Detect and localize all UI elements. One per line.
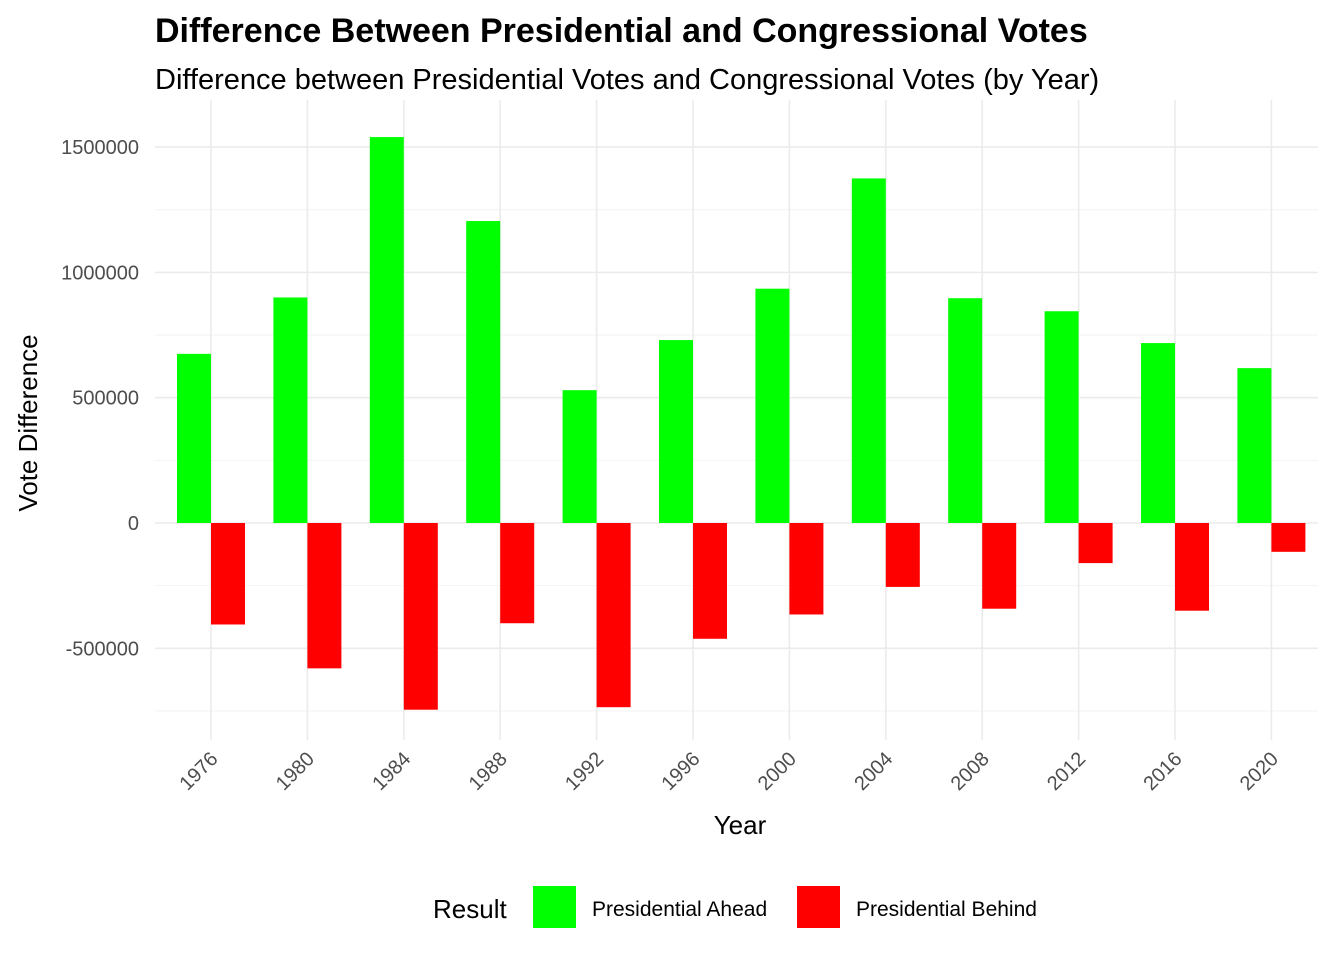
bars bbox=[177, 137, 1306, 710]
x-tick-label: 2016 bbox=[1140, 748, 1187, 795]
x-tick-label: 2020 bbox=[1236, 748, 1283, 795]
y-tick-label: 0 bbox=[128, 513, 139, 535]
bar-presidential-ahead-2020 bbox=[1237, 368, 1272, 523]
bar-presidential-behind-2020 bbox=[1271, 523, 1306, 552]
y-tick-label: 500000 bbox=[72, 388, 139, 410]
bar-presidential-behind-2016 bbox=[1175, 523, 1209, 611]
bar-presidential-ahead-2004 bbox=[851, 178, 886, 524]
bar-presidential-behind-1996 bbox=[693, 523, 727, 639]
bar-presidential-behind-2012 bbox=[1078, 523, 1113, 564]
y-tick-label: 1000000 bbox=[61, 262, 139, 284]
y-tick-label: 1500000 bbox=[61, 137, 139, 159]
bar-presidential-ahead-1984 bbox=[369, 137, 404, 524]
legend-label-presidential-ahead: Presidential Ahead bbox=[592, 898, 767, 921]
bar-presidential-ahead-1976 bbox=[177, 353, 211, 523]
bar-presidential-behind-2008 bbox=[982, 523, 1017, 609]
bar-presidential-behind-1976 bbox=[211, 523, 245, 625]
x-tick-label: 1976 bbox=[176, 748, 223, 795]
x-axis-ticks: 1976 1980 1984 1988 1992 1996 2000 2004 2008 2012… bbox=[176, 748, 1283, 795]
bar-presidential-ahead-2016 bbox=[1141, 343, 1175, 523]
chart-title: Difference Between Presidential and Cong… bbox=[155, 12, 1088, 50]
bar-presidential-ahead-1980 bbox=[273, 297, 308, 523]
x-tick-label: 1980 bbox=[272, 748, 319, 795]
bar-presidential-ahead-1996 bbox=[659, 340, 693, 523]
chart-subtitle: Difference between Presidential Votes an… bbox=[155, 64, 1099, 96]
x-axis-title: Year bbox=[714, 810, 767, 840]
legend-title: Result bbox=[433, 894, 507, 924]
x-tick-label: 2012 bbox=[1043, 748, 1090, 795]
legend-label-presidential-behind: Presidential Behind bbox=[856, 898, 1037, 921]
bar-presidential-ahead-2012 bbox=[1044, 311, 1079, 523]
x-tick-label: 2008 bbox=[947, 748, 994, 795]
y-axis-title: Vote Difference bbox=[13, 334, 43, 511]
legend: Result Presidential Ahead Presidential B… bbox=[433, 886, 1037, 928]
bar-presidential-behind-1992 bbox=[596, 523, 631, 708]
x-tick-label: 2000 bbox=[754, 748, 801, 795]
y-axis-ticks: -500000 0 500000 1000000 1500000 bbox=[61, 137, 139, 660]
legend-swatch-presidential-behind bbox=[797, 886, 840, 928]
bar-presidential-behind-1984 bbox=[403, 523, 438, 710]
legend-swatch-presidential-ahead bbox=[533, 886, 576, 928]
bar-presidential-ahead-1988 bbox=[466, 221, 501, 524]
bar-presidential-behind-2004 bbox=[885, 523, 920, 587]
bar-presidential-ahead-2000 bbox=[755, 288, 790, 523]
x-tick-label: 1996 bbox=[658, 748, 705, 795]
bar-presidential-ahead-2008 bbox=[948, 298, 983, 523]
bar-presidential-behind-1980 bbox=[307, 523, 342, 669]
x-tick-label: 1988 bbox=[465, 748, 512, 795]
x-tick-label: 2004 bbox=[850, 748, 897, 795]
bar-presidential-behind-2000 bbox=[789, 523, 824, 615]
y-tick-label: -500000 bbox=[66, 638, 139, 660]
bar-presidential-behind-1988 bbox=[500, 523, 535, 624]
x-tick-label: 1992 bbox=[561, 748, 608, 795]
x-tick-label: 1984 bbox=[368, 748, 415, 795]
bar-presidential-ahead-1992 bbox=[562, 390, 597, 523]
